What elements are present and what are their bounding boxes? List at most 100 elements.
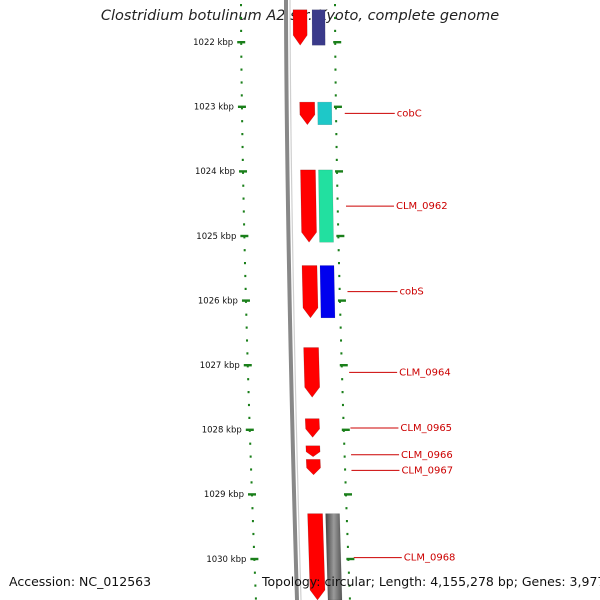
ruler-minor-tick bbox=[249, 442, 252, 445]
ruler-minor-tick bbox=[254, 584, 257, 587]
outer-minor-tick bbox=[334, 16, 337, 20]
outer-minor-tick bbox=[337, 223, 340, 226]
outer-minor-tick bbox=[334, 107, 337, 110]
feature-label-clm_0964: CLM_0964 bbox=[399, 367, 451, 378]
feature-label-clm_0968: CLM_0968 bbox=[404, 553, 456, 564]
ruler-minor-tick bbox=[240, 107, 243, 110]
ruler-tick-label: 1028 kbp bbox=[202, 426, 242, 436]
outer-minor-tick bbox=[334, 68, 337, 71]
ruler-minor-tick bbox=[250, 481, 253, 484]
ruler-minor-tick bbox=[252, 545, 255, 548]
ruler-minor-tick bbox=[241, 158, 244, 161]
outer-major-tick bbox=[335, 170, 344, 173]
ruler-minor-tick bbox=[252, 532, 255, 536]
backbone-highlight bbox=[289, 0, 302, 600]
outer-major-tick bbox=[346, 557, 355, 561]
feature-label-clm_0967: CLM_0967 bbox=[401, 465, 453, 476]
outer-minor-tick bbox=[339, 313, 342, 316]
outer-major-tick bbox=[343, 493, 352, 496]
ruler-minor-tick bbox=[242, 184, 245, 187]
feature-label-cobs: cobS bbox=[399, 287, 423, 298]
ruler-minor-tick bbox=[243, 262, 246, 265]
outer-minor-tick bbox=[337, 249, 340, 252]
ruler-tick-label: 1024 kbp bbox=[195, 167, 235, 177]
ruler-minor-tick bbox=[245, 313, 248, 316]
cds-arrow-clm_0968 bbox=[307, 513, 326, 600]
cds-arrow-cobc bbox=[299, 101, 316, 126]
outer-minor-tick bbox=[338, 287, 341, 290]
backbone-line bbox=[284, 0, 299, 600]
ruler-major-tick bbox=[247, 493, 256, 496]
partner-box bbox=[311, 9, 326, 46]
ruler-minor-tick bbox=[244, 287, 247, 290]
backbone-group bbox=[284, 0, 302, 600]
ruler-minor-tick bbox=[240, 42, 243, 45]
outer-minor-tick bbox=[336, 210, 339, 213]
outer-minor-tick bbox=[343, 442, 346, 445]
ruler-tick-label: 1027 kbp bbox=[200, 361, 240, 371]
ruler-minor-tick bbox=[240, 94, 243, 97]
ruler-minor-tick bbox=[253, 571, 256, 574]
cds-arrow-clm_0967 bbox=[305, 459, 321, 476]
outer-major-tick bbox=[339, 364, 348, 367]
ruler-major-tick bbox=[250, 557, 259, 561]
ruler-minor-tick bbox=[247, 378, 250, 381]
ruler-minor-tick bbox=[240, 55, 243, 58]
outer-minor-tick bbox=[341, 378, 344, 381]
ruler-minor-tick bbox=[242, 210, 245, 213]
ruler-minor-tick bbox=[247, 403, 250, 407]
outer-minor-tick bbox=[341, 403, 344, 407]
ruler-minor-tick bbox=[245, 326, 248, 329]
topology-text: Topology: circular; Length: 4,155,278 bp… bbox=[262, 574, 600, 589]
ruler-minor-tick bbox=[248, 416, 251, 419]
ruler-tick-label: 1022 kbp bbox=[193, 38, 233, 48]
ruler-tick-label: 1030 kbp bbox=[206, 555, 246, 565]
ruler-minor-tick bbox=[243, 249, 246, 252]
outer-minor-tick bbox=[336, 171, 339, 174]
feature-label-clm_0965: CLM_0965 bbox=[400, 423, 452, 434]
ruler-minor-tick bbox=[243, 236, 246, 239]
ruler-minor-tick bbox=[242, 197, 245, 200]
outer-minor-tick bbox=[334, 4, 337, 7]
cds-arrow-clm_0964 bbox=[303, 347, 320, 398]
outer-minor-tick bbox=[338, 300, 341, 303]
ruler-tick-label: 1029 kbp bbox=[204, 490, 244, 500]
ruler-minor-tick bbox=[240, 29, 243, 32]
ruler-minor-tick bbox=[244, 300, 247, 303]
ruler-minor-tick bbox=[249, 455, 252, 458]
ruler-tick-label: 1023 kbp bbox=[194, 103, 234, 113]
outer-minor-tick bbox=[345, 507, 348, 510]
accession-text: Accession: NC_012563 bbox=[9, 574, 152, 589]
outer-minor-tick bbox=[346, 532, 349, 536]
ruler-minor-tick bbox=[251, 507, 254, 510]
outer-minor-tick bbox=[335, 133, 338, 136]
ruler-major-tick bbox=[237, 41, 246, 44]
outer-minor-tick bbox=[342, 416, 345, 419]
ruler-minor-tick bbox=[243, 223, 246, 226]
ruler-minor-tick bbox=[241, 120, 244, 123]
cds-arrow bbox=[292, 9, 308, 46]
cds-arrow-cobs bbox=[301, 265, 319, 319]
outer-minor-tick bbox=[348, 584, 351, 587]
outer-minor-tick bbox=[348, 597, 351, 600]
outer-major-tick bbox=[341, 428, 350, 431]
outer-minor-tick bbox=[346, 545, 349, 548]
outer-major-tick bbox=[333, 41, 342, 44]
outer-minor-tick bbox=[345, 520, 348, 523]
outer-minor-tick bbox=[335, 158, 338, 161]
outer-minor-tick bbox=[336, 184, 339, 187]
cds-arrow-clm_0962 bbox=[300, 169, 317, 243]
ruler-minor-tick bbox=[241, 145, 244, 149]
outer-minor-tick bbox=[344, 481, 347, 484]
ruler-minor-tick bbox=[240, 81, 243, 84]
cds-arrow-clm_0966 bbox=[305, 445, 321, 458]
outer-minor-tick bbox=[337, 236, 340, 239]
ruler-minor-tick bbox=[246, 339, 249, 342]
features-group bbox=[292, 9, 343, 600]
ruler-major-tick bbox=[237, 105, 246, 108]
ruler-major-tick bbox=[239, 170, 248, 173]
outer-minor-tick bbox=[340, 352, 343, 355]
partner-box-clm_0968 bbox=[325, 513, 343, 600]
outer-major-tick bbox=[337, 299, 346, 302]
